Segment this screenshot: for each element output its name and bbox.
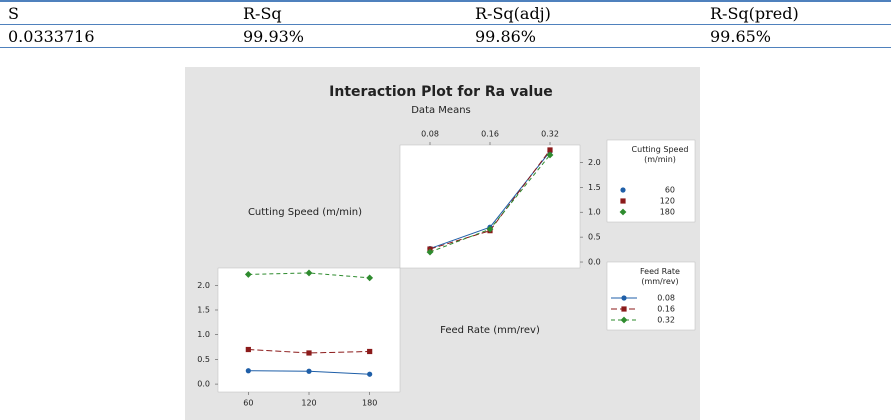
cell: 0.0333716: [8, 26, 95, 46]
legend-title: Cutting Speed (m/min): [631, 145, 689, 164]
legend-title: Feed Rate (mm/rev): [640, 267, 680, 286]
header-cell: R-Sq: [243, 3, 282, 23]
chart-title: Interaction Plot for Ra value: [329, 84, 553, 100]
legend-swatch: [621, 295, 627, 301]
legend: [606, 139, 696, 223]
series-line: [429, 149, 551, 250]
y-tick-label: 2.0: [588, 158, 601, 167]
legend-label: 0.16: [657, 305, 675, 314]
y-tick-label: 1.0: [197, 330, 210, 339]
point: [426, 248, 434, 256]
chart-subtitle: Data Means: [411, 105, 471, 116]
legend: [606, 261, 696, 331]
point: [486, 225, 494, 233]
y-tick-label: 0.5: [197, 355, 210, 364]
y-tick-label: 2.0: [197, 281, 210, 290]
point: [306, 368, 312, 374]
point: [245, 346, 251, 353]
point: [366, 274, 374, 282]
stats-table: S R-Sq R-Sq(adj) R-Sq(pred) 0.0333716 99…: [0, 0, 891, 48]
cell: 99.93%: [243, 26, 305, 46]
data-row: 0.0333716 99.93% 99.86% 99.65%: [0, 25, 891, 48]
x-tick-label: 180: [362, 399, 377, 408]
point: [306, 350, 312, 356]
factor-label: Cutting Speed (m/min): [248, 207, 362, 218]
x-tick-label: 0.16: [481, 130, 499, 139]
factor-label: Feed Rate (mm/rev): [440, 325, 540, 336]
y-tick-label: 1.5: [197, 305, 210, 314]
legend-label: 0.32: [657, 316, 675, 325]
point: [547, 147, 553, 153]
x-tick-label: 120: [301, 399, 316, 408]
legend-swatch: [619, 208, 627, 216]
x-tick-label: 0.08: [421, 130, 439, 139]
header-cell: S: [8, 3, 19, 23]
x-tick-label: 60: [243, 399, 253, 408]
x-tick-label: 0.32: [541, 130, 559, 139]
header-cell: R-Sq(pred): [710, 3, 799, 23]
y-tick-label: 1.5: [588, 183, 601, 192]
y-tick-label: 0.0: [588, 258, 601, 267]
point: [245, 368, 251, 374]
y-tick-label: 1.0: [588, 208, 601, 217]
header-cell: R-Sq(adj): [475, 3, 551, 23]
series-line: [248, 272, 370, 279]
legend-label: 180: [660, 208, 675, 217]
legend-swatch: [620, 198, 626, 204]
series-line: [248, 349, 370, 354]
legend-swatch: [620, 316, 628, 324]
point: [546, 151, 554, 159]
point: [367, 348, 373, 355]
point: [244, 271, 252, 278]
y-tick-label: 0.0: [197, 380, 210, 389]
legend-swatch: [621, 306, 627, 312]
legend-swatch: [620, 187, 626, 193]
legend-label: 0.08: [657, 294, 675, 303]
legend-label: 60: [665, 186, 675, 195]
cell: 99.65%: [710, 26, 772, 46]
cell: 99.86%: [475, 26, 537, 46]
panel: [399, 144, 581, 269]
point: [367, 371, 373, 377]
point: [305, 269, 313, 277]
header-row: S R-Sq R-Sq(adj) R-Sq(pred): [0, 1, 891, 25]
legend-label: 120: [660, 197, 675, 206]
y-tick-label: 0.5: [588, 233, 601, 242]
